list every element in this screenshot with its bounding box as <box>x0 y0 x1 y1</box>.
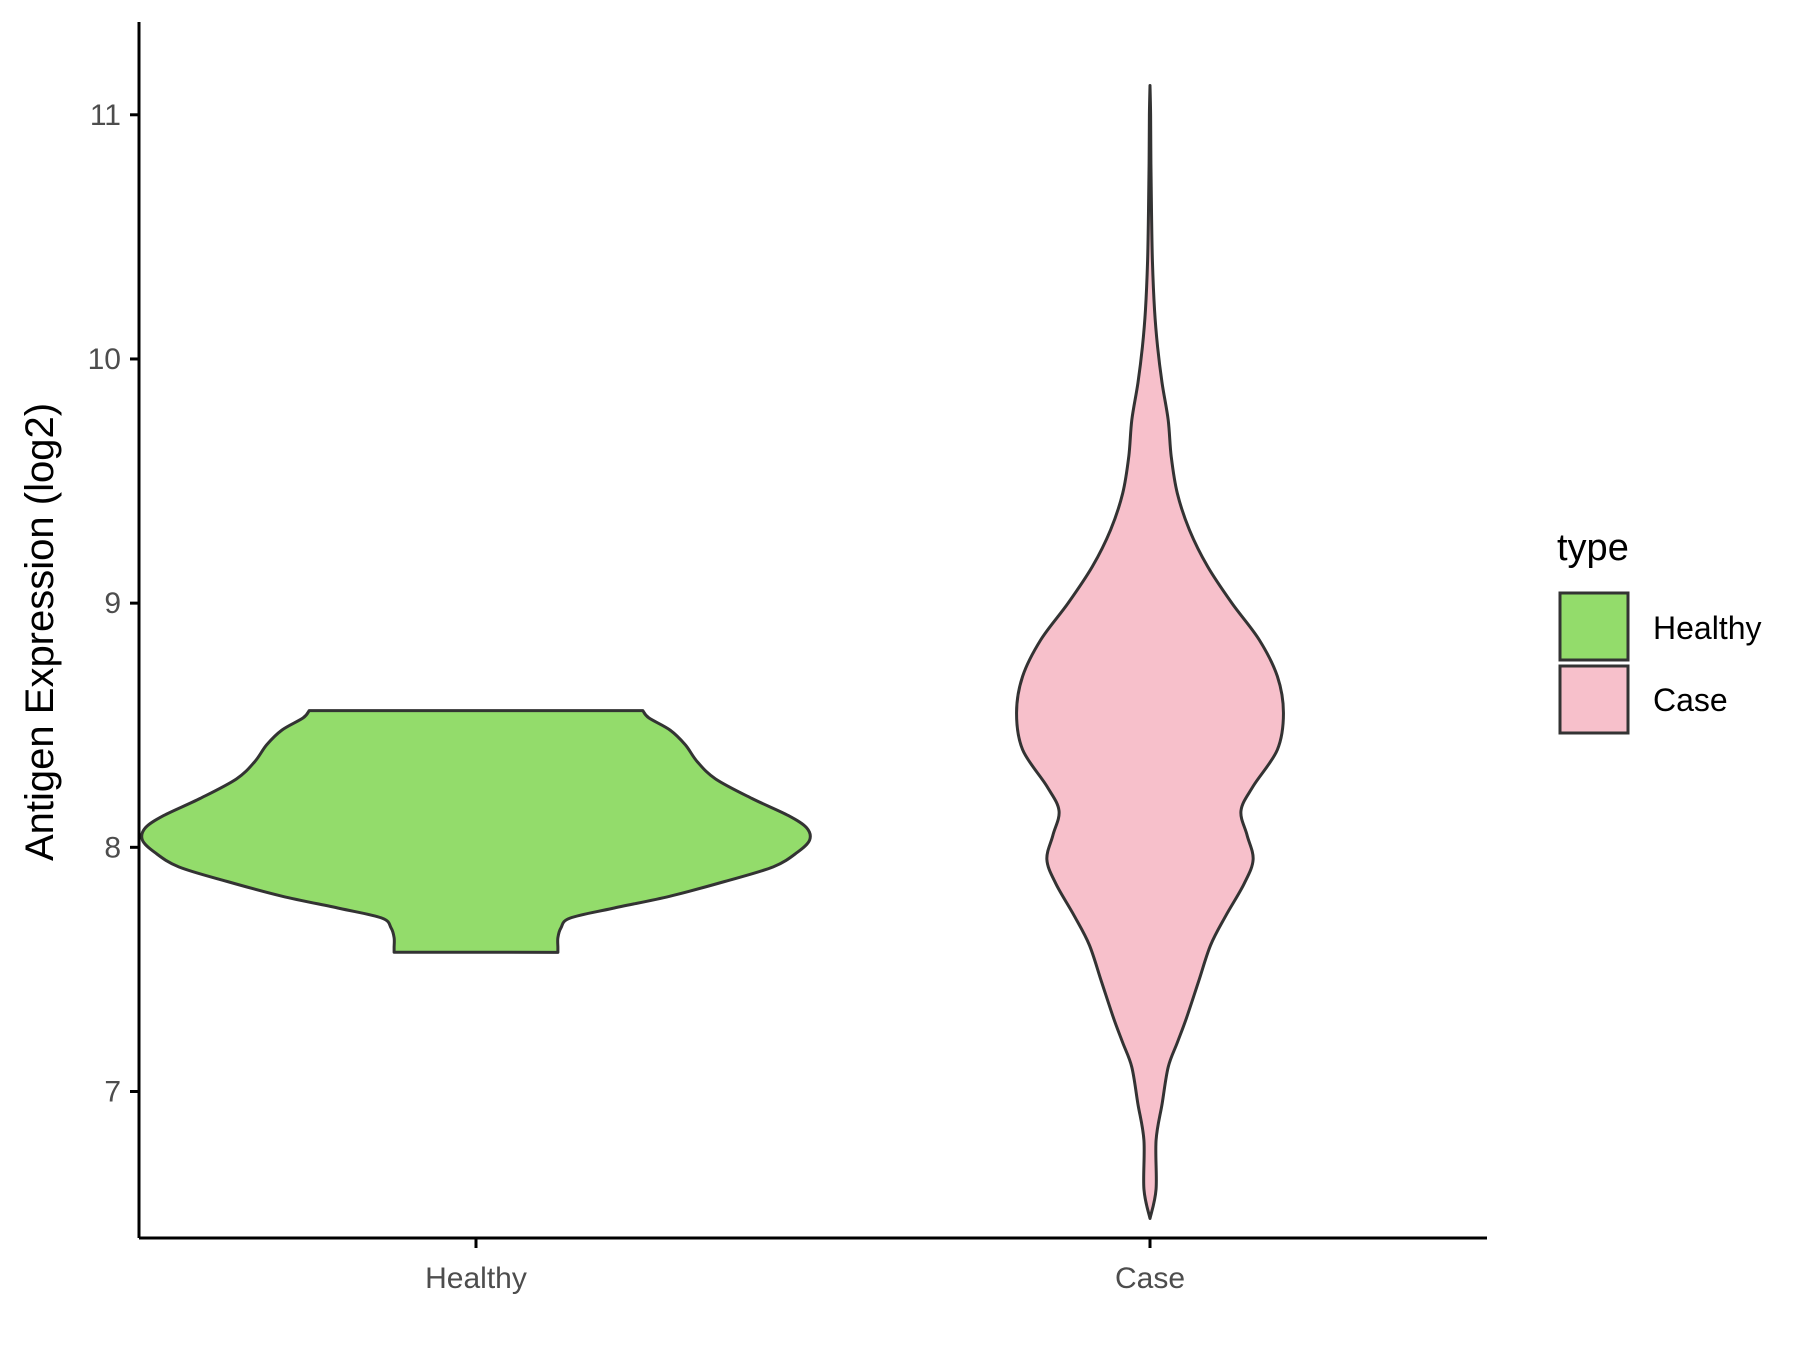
violin-case <box>1015 83 1285 1220</box>
y-axis-title: Antigen Expression (log2) <box>18 403 62 861</box>
y-tick-label: 11 <box>90 99 121 132</box>
x-axis-ticks: Healthy Case <box>425 1238 1185 1295</box>
y-tick-label: 8 <box>104 831 121 864</box>
x-tick-label: Case <box>1115 1262 1185 1295</box>
x-tick-label: Healthy <box>425 1262 527 1295</box>
y-tick-label: 9 <box>104 587 121 620</box>
legend-key-case <box>1558 664 1630 735</box>
violin-layer <box>140 83 1285 1220</box>
y-tick-label: 7 <box>104 1075 121 1108</box>
y-axis-ticks: 7 8 9 10 11 <box>88 99 139 1108</box>
legend-key-healthy <box>1558 591 1630 662</box>
y-tick-label: 10 <box>88 343 121 376</box>
violin-healthy <box>140 709 812 954</box>
legend-label-case: Case <box>1653 682 1728 718</box>
legend-label-healthy: Healthy <box>1653 610 1762 646</box>
legend: type Healthy Case <box>1557 527 1762 735</box>
legend-title: type <box>1557 527 1629 569</box>
